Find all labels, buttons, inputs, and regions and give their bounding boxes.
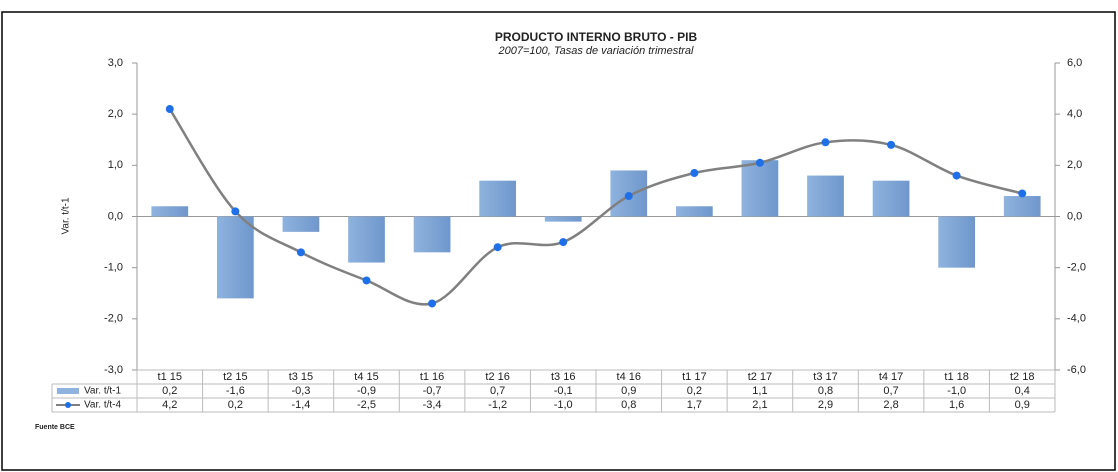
legend-marker [65,402,71,408]
table-value: 0,2 [687,385,702,397]
x-tick-label: t3 15 [289,371,313,383]
marker [428,299,437,308]
y-tick-label: -3,0 [104,364,123,376]
table-value: 0,4 [1015,385,1030,397]
y-axis-label: Var. t/t-1 [61,197,72,234]
y2-tick-label: 0,0 [1067,210,1082,222]
y-tick-label: 2,0 [108,108,123,120]
bar [741,160,779,217]
x-tick-label: t2 15 [223,371,247,383]
table-value: -0,1 [554,385,573,397]
y2-tick-label: 4,0 [1067,108,1082,120]
table-value: -2,5 [357,399,376,411]
x-tick-label: t1 16 [420,371,444,383]
marker [952,171,961,180]
bar [872,180,910,217]
y2-tick-label: -4,0 [1067,313,1086,325]
table-value: -1,0 [947,385,966,397]
table-value: 1,6 [949,399,964,411]
bar [216,216,254,299]
marker [1018,189,1027,198]
bar [479,180,517,217]
chart-title: PRODUCTO INTERNO BRUTO - PIB [495,30,698,44]
x-tick-label: t4 16 [617,371,641,383]
table-value: 1,7 [687,399,702,411]
table-value: 2,9 [818,399,833,411]
chart-subtitle: 2007=100, Tasas de variación trimestral [498,45,695,57]
x-tick-label: t3 17 [813,371,837,383]
table-value: 2,1 [752,399,767,411]
marker [165,105,174,114]
marker [821,138,830,147]
x-tick-label: t1 17 [682,371,706,383]
table-value: -0,9 [357,385,376,397]
table-value: 2,8 [883,399,898,411]
table-value: -3,4 [423,399,442,411]
table-value: 0,9 [621,385,636,397]
table-value: -1,4 [291,399,310,411]
bar [282,216,320,232]
x-tick-label: t2 16 [485,371,509,383]
marker [231,207,240,216]
table-value: 0,7 [883,385,898,397]
table-value: 0,9 [1015,399,1030,411]
marker [559,238,568,247]
marker [690,169,699,178]
table-value: 0,8 [818,385,833,397]
y-tick-label: 3,0 [108,57,123,69]
bar [938,216,976,268]
marker [296,248,305,257]
y2-tick-label: -2,0 [1067,262,1086,274]
marker [362,276,371,285]
bar [807,175,844,217]
frame [1,11,1116,471]
y-tick-label: 1,0 [108,159,123,171]
x-tick-label: t4 17 [879,371,903,383]
x-tick-label: t1 15 [158,371,182,383]
y-tick-label: -1,0 [104,262,123,274]
legend-label: Var. t/t-4 [84,400,121,411]
marker [755,158,764,167]
bar [544,216,582,222]
bar [348,216,385,263]
table-value: 0,2 [162,385,177,397]
table-value: -0,3 [291,385,310,397]
table-value: -1,2 [488,399,507,411]
marker [493,243,502,252]
table-value: 0,8 [621,399,636,411]
source: Fuente BCE [35,424,75,431]
bar [1003,196,1041,217]
x-tick-label: t3 16 [551,371,575,383]
table-value: 1,1 [752,385,767,397]
y2-tick-label: -6,0 [1067,364,1086,376]
table-value: 0,2 [228,399,243,411]
table-value: -0,7 [423,385,442,397]
table-value: -1,6 [226,385,245,397]
x-tick-label: t1 18 [944,371,968,383]
x-tick-label: t2 17 [748,371,772,383]
table-value: -1,0 [554,399,573,411]
y2-tick-label: 2,0 [1067,159,1082,171]
bar [151,206,189,217]
x-tick-label: t4 15 [354,371,378,383]
table-value: 0,7 [490,385,505,397]
table-value: 4,2 [162,399,177,411]
y-tick-label: -2,0 [104,313,123,325]
bar [675,206,713,217]
y-tick-label: 0,0 [108,210,123,222]
marker [887,140,896,149]
y2-tick-label: 6,0 [1067,57,1082,69]
legend-label: Var. t/t-1 [84,386,121,397]
marker [624,192,633,201]
legend-swatch [57,388,79,394]
bar [413,216,451,253]
x-tick-label: t2 18 [1010,371,1034,383]
